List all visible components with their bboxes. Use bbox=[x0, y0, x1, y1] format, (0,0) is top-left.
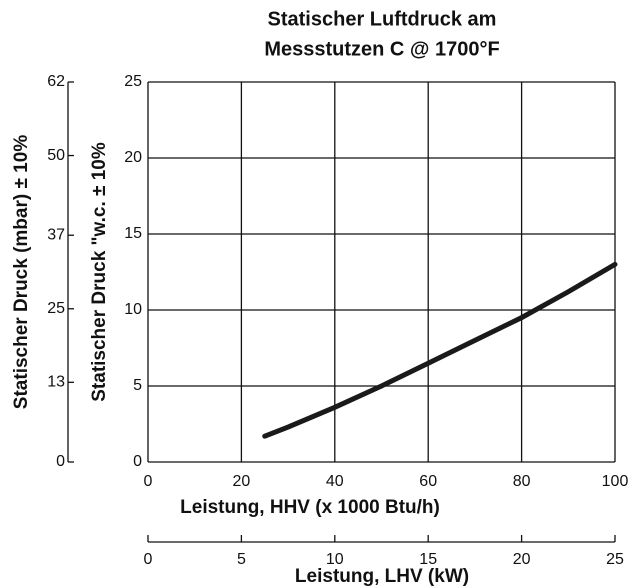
y2-tick-label: 25 bbox=[47, 300, 65, 317]
chart-title: Messstutzen C @ 1700°F bbox=[264, 38, 499, 60]
y-tick-label: 0 bbox=[133, 453, 142, 470]
y2-tick-label: 0 bbox=[56, 453, 65, 470]
y2-tick-label: 50 bbox=[47, 147, 65, 164]
x-tick-label: 20 bbox=[233, 473, 251, 490]
x-tick-label: 40 bbox=[326, 473, 344, 490]
data-line bbox=[262, 261, 618, 439]
y-tick-label: 10 bbox=[124, 301, 142, 318]
x2-tick-label: 20 bbox=[513, 551, 531, 568]
y-axis-label: Statischer Druck "w.c. ± 10% bbox=[89, 142, 110, 402]
x-tick-label: 100 bbox=[602, 473, 629, 490]
x2-tick-label: 10 bbox=[326, 551, 344, 568]
x2-axis-label: Leistung, LHV (kW) bbox=[295, 566, 469, 586]
y2-axis-label: Statischer Druck (mbar) ± 10% bbox=[11, 135, 32, 410]
x2-tick-label: 0 bbox=[144, 551, 153, 568]
y-tick-label: 5 bbox=[133, 377, 142, 394]
x2-tick-label: 25 bbox=[606, 551, 624, 568]
x2-tick-label: 15 bbox=[419, 551, 437, 568]
y-tick-label: 20 bbox=[124, 149, 142, 166]
y-tick-label: 25 bbox=[124, 73, 142, 90]
y2-tick-label: 37 bbox=[47, 226, 65, 243]
y2-tick-label: 13 bbox=[47, 374, 65, 391]
x-tick-label: 0 bbox=[144, 473, 153, 490]
y-tick-label: 15 bbox=[124, 225, 142, 242]
x-tick-label: 80 bbox=[513, 473, 531, 490]
x-axis-label: Leistung, HHV (x 1000 Btu/h) bbox=[180, 497, 440, 518]
x-tick-label: 60 bbox=[419, 473, 437, 490]
chart-title: Statischer Luftdruck am bbox=[268, 8, 497, 30]
y2-tick-label: 62 bbox=[47, 73, 65, 90]
x2-tick-label: 5 bbox=[237, 551, 246, 568]
